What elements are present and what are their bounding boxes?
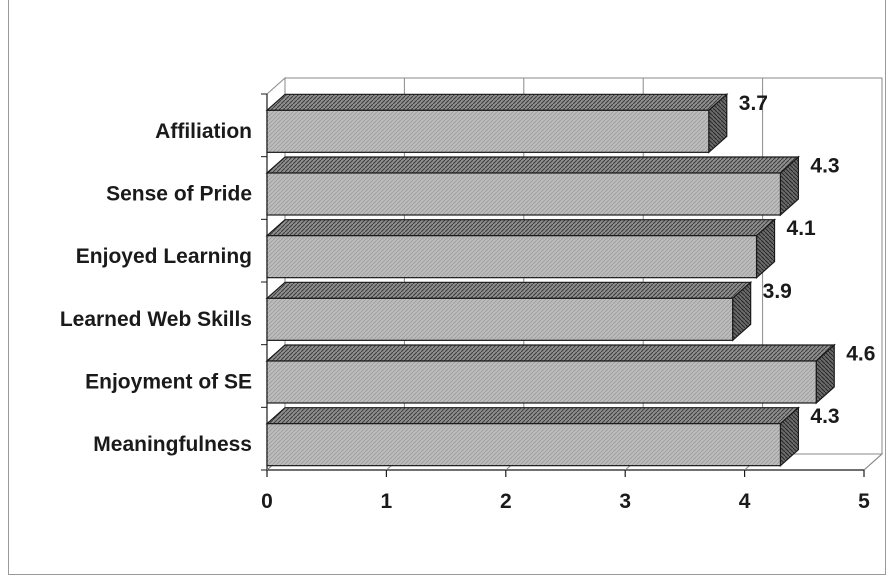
data-label-enjoyment-of-se: 4.6: [846, 343, 875, 366]
category-label-sense-of-pride: Sense of Pride: [106, 183, 252, 206]
bar-top-enjoyment-of-se: [265, 344, 836, 362]
bar-meaningfulness: [265, 406, 800, 468]
data-label-meaningfulness: 4.3: [810, 405, 839, 428]
bar-face-enjoyment-of-se: [266, 360, 817, 404]
bar-top-sense-of-pride: [265, 156, 800, 174]
category-labels: Affiliation Sense of Pride Enjoyed Learnin…: [60, 120, 252, 456]
bar-sense-of-pride: [265, 155, 800, 217]
bar-face-enjoyed-learning: [266, 235, 758, 279]
x-tick-label-3: 3: [619, 490, 631, 513]
x-tick-label-4: 4: [739, 490, 751, 513]
category-label-meaningfulness: Meaningfulness: [93, 433, 252, 456]
data-label-sense-of-pride: 4.3: [810, 155, 839, 178]
bar-affiliation: [265, 92, 729, 154]
bar-face-affiliation: [266, 109, 710, 153]
bar-enjoyment-of-se: [265, 343, 836, 405]
x-tick-labels: 0 1 2 3 4 5: [261, 490, 870, 513]
data-label-affiliation: 3.7: [739, 92, 768, 115]
bar-chart: Affiliation Sense of Pride Enjoyed Learnin…: [60, 76, 884, 513]
x-tick-label-5: 5: [858, 490, 870, 513]
bar-top-learned-web-skills: [265, 281, 753, 299]
bars: [265, 92, 836, 468]
data-label-learned-web-skills: 3.9: [763, 280, 792, 303]
bar-face-sense-of-pride: [266, 172, 782, 216]
floor-tick-5: [863, 453, 883, 471]
bar-top-enjoyed-learning: [265, 219, 777, 237]
category-label-affiliation: Affiliation: [155, 120, 252, 143]
bar-face-meaningfulness: [266, 423, 782, 467]
category-label-learned-web-skills: Learned Web Skills: [60, 308, 252, 331]
bar-top-affiliation: [265, 93, 729, 111]
data-label-enjoyed-learning: 4.1: [787, 217, 817, 240]
x-tick-label-0: 0: [261, 490, 273, 513]
category-label-enjoyment-of-se: Enjoyment of SE: [85, 371, 252, 394]
x-tick-label-1: 1: [381, 490, 393, 513]
bar-top-meaningfulness: [265, 407, 800, 425]
bar-face-learned-web-skills: [266, 297, 734, 341]
data-labels: 3.7 4.3 4.1 3.9 4.6 4.3: [739, 92, 876, 428]
bar-enjoyed-learning: [265, 218, 777, 280]
chart-frame: Affiliation Sense of Pride Enjoyed Learnin…: [8, 0, 886, 575]
x-tick-label-2: 2: [500, 490, 512, 513]
bar-learned-web-skills: [265, 280, 753, 342]
category-label-enjoyed-learning: Enjoyed Learning: [76, 245, 252, 268]
